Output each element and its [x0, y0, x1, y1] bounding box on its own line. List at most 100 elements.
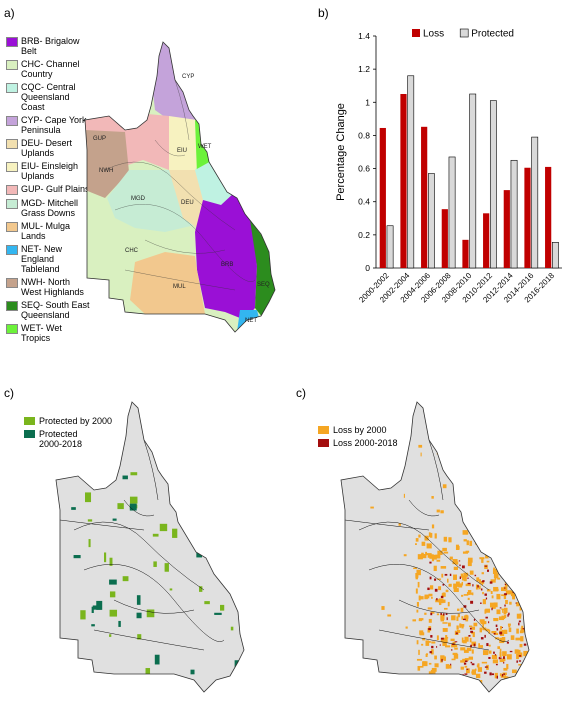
bar-loss-2006-2008: [441, 209, 448, 268]
loss-recent-patch: [444, 573, 448, 576]
legend-item-seq: SEQ- South East Queensland: [6, 300, 96, 320]
loss-patch: [471, 649, 474, 654]
loss-map: [340, 401, 533, 693]
loss-patch: [479, 627, 483, 633]
loss-recent-patch: [489, 672, 492, 676]
protected-patch: [122, 576, 129, 582]
loss-patch: [425, 654, 428, 658]
loss-recent-patch: [436, 646, 438, 648]
loss-patch: [418, 618, 424, 621]
loss-patch: [429, 554, 434, 559]
loss-recent-patch: [473, 643, 476, 647]
loss-patch: [510, 457, 513, 461]
legend-label: Loss 2000-2018: [333, 438, 398, 448]
loss-recent-patch: [427, 587, 430, 591]
legend-item-cqc: CQC- Central Queensland Coast: [6, 82, 96, 112]
loss-recent-patch: [503, 673, 506, 675]
loss-patch: [529, 673, 531, 678]
protected-patch: [220, 537, 226, 543]
legend-item-gup: GUP- Gulf Plains: [6, 184, 96, 195]
loss-patch: [491, 654, 498, 659]
loss-patch: [430, 611, 435, 614]
loss-recent-patch: [515, 602, 517, 604]
loss-patch: [488, 547, 492, 554]
loss-patch: [467, 597, 470, 601]
loss-patch: [502, 651, 507, 657]
legend-label: CHC- Channel Country: [21, 59, 80, 79]
bar-loss-2010-2012: [483, 213, 490, 268]
loss-patch: [416, 569, 421, 576]
loss-patch: [496, 593, 501, 600]
loss-recent-patch: [477, 585, 479, 588]
loss-patch: [495, 637, 499, 640]
loss-recent-patch: [493, 651, 495, 654]
loss-patch: [503, 667, 508, 671]
protected-patch: [227, 531, 232, 535]
legend-swatch: [318, 426, 329, 434]
loss-patch: [469, 637, 472, 643]
loss-patch: [507, 553, 512, 560]
loss-patch: [484, 564, 488, 569]
loss-patch: [471, 592, 474, 596]
loss-patch: [440, 617, 445, 622]
loss-patch: [499, 637, 505, 644]
loss-recent-patch: [451, 643, 455, 645]
loss-legend: Loss by 2000 Loss 2000-2018: [318, 425, 398, 451]
legend-item-net: NET- New England Tableland: [6, 244, 96, 274]
loss-patch: [485, 608, 491, 613]
loss-patch: [497, 547, 503, 550]
loss-patch: [524, 592, 529, 597]
loss-patch: [431, 649, 434, 655]
loss-patch: [427, 628, 431, 633]
loss-patch: [493, 602, 498, 608]
region-brb: [195, 192, 257, 320]
loss-patch: [418, 596, 424, 600]
loss-patch: [431, 524, 435, 529]
loss-patch: [481, 535, 486, 540]
loss-patch: [421, 643, 424, 646]
loss-recent-patch: [486, 643, 489, 647]
loss-patch: [493, 573, 499, 579]
loss-patch: [464, 665, 468, 668]
loss-patch: [464, 636, 469, 642]
loss-recent-patch: [429, 576, 432, 580]
legend-swatch: [6, 245, 18, 255]
legend-item: Loss 2000-2018: [318, 438, 398, 448]
loss-patch: [461, 616, 464, 620]
loss-patch: [493, 535, 499, 539]
loss-patch: [525, 630, 529, 633]
loss-patch: [512, 677, 515, 681]
loss-patch: [465, 550, 470, 553]
loss-recent-patch: [470, 644, 472, 648]
loss-patch: [509, 601, 512, 605]
legend-swatch: [6, 139, 18, 149]
legend-label: NET- New England Tableland: [21, 244, 63, 274]
loss-patch: [501, 539, 507, 543]
legend-swatch: [318, 439, 329, 447]
loss-patch: [422, 661, 428, 667]
loss-patch: [418, 534, 421, 538]
loss-patch: [488, 629, 491, 634]
legend-label: SEQ- South East Queensland: [21, 300, 90, 320]
loss-patch: [499, 454, 501, 458]
loss-patch: [507, 568, 510, 573]
protected-patch: [109, 579, 117, 585]
protected-patch: [97, 410, 101, 416]
loss-patch: [519, 563, 525, 568]
loss-recent-patch: [518, 622, 520, 626]
loss-patch: [501, 636, 506, 643]
loss-patch: [482, 599, 486, 605]
loss-patch: [457, 608, 460, 611]
legend-item-mgd: MGD- Mitchell Grass Downs: [6, 198, 96, 218]
loss-patch: [519, 545, 525, 551]
loss-patch: [495, 546, 499, 550]
loss-patch: [466, 531, 469, 535]
protected-patch: [109, 591, 116, 598]
loss-patch: [403, 554, 407, 557]
loss-patch: [493, 552, 495, 555]
loss-recent-patch: [470, 661, 473, 664]
loss-patch: [530, 624, 533, 627]
loss-patch: [466, 668, 470, 674]
loss-patch: [463, 572, 469, 577]
loss-patch: [437, 550, 443, 555]
